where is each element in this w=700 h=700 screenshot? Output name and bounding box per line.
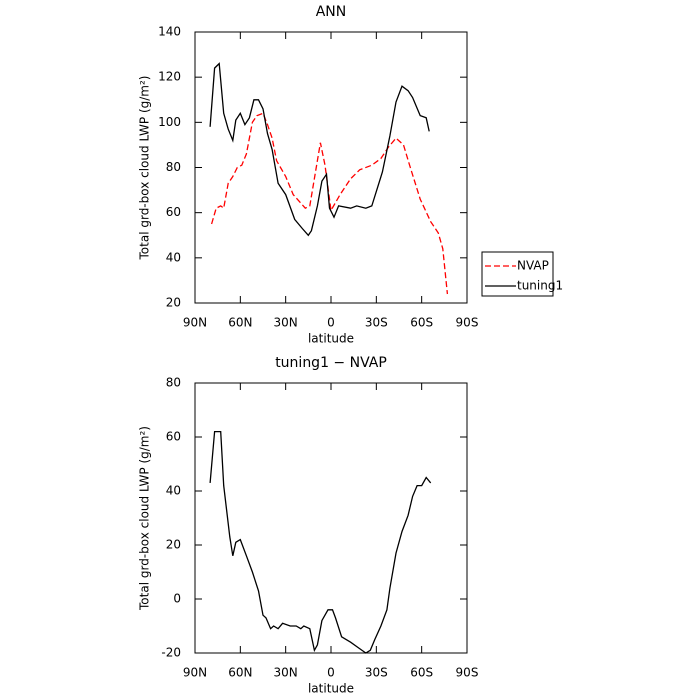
y-tick-label: 120 (158, 70, 181, 84)
y-tick-label: 60 (166, 205, 181, 219)
x-tick-label: 30N (274, 316, 298, 330)
y-tick-label: 20 (166, 296, 181, 310)
data-line (209, 430, 432, 654)
x-tick-label: 30N (274, 666, 298, 680)
y-tick-label: -20 (161, 646, 181, 660)
x-tick-label: 90S (456, 316, 479, 330)
y-axis-label: Total grd-box cloud LWP (g/m²) (138, 426, 152, 611)
legend-box (481, 251, 554, 297)
x-tick-label: 60N (228, 316, 252, 330)
x-tick-label: 90N (183, 666, 207, 680)
data-line (209, 62, 430, 237)
legend-label: tuning1 (517, 279, 563, 293)
plot-frame (194, 382, 468, 654)
plot-frame (194, 31, 468, 304)
y-tick-label: 20 (166, 538, 181, 552)
x-tick-label: 60S (410, 666, 433, 680)
y-tick-label: 40 (166, 484, 181, 498)
x-axis-label: latitude (308, 332, 354, 346)
x-tick-label: 30S (365, 316, 388, 330)
y-axis-label: Total grd-box cloud LWP (g/m²) (138, 76, 152, 261)
y-tick-label: 140 (158, 25, 181, 39)
x-tick-label: 0 (327, 666, 335, 680)
chart-title: ANN (316, 4, 347, 20)
x-tick-label: 60S (410, 316, 433, 330)
legend-label: NVAP (517, 259, 549, 273)
y-tick-label: 0 (173, 592, 181, 606)
x-tick-label: 0 (327, 316, 335, 330)
y-tick-label: 100 (158, 115, 181, 129)
y-tick-label: 40 (166, 250, 181, 264)
x-tick-label: 60N (228, 666, 252, 680)
data-line (210, 112, 449, 295)
chart-title: tuning1 − NVAP (275, 355, 387, 371)
x-tick-label: 90N (183, 316, 207, 330)
x-axis-label: latitude (308, 682, 354, 696)
x-tick-label: 90S (456, 666, 479, 680)
y-tick-label: 80 (166, 376, 181, 390)
y-tick-label: 80 (166, 160, 181, 174)
y-tick-label: 60 (166, 430, 181, 444)
x-tick-label: 30S (365, 666, 388, 680)
